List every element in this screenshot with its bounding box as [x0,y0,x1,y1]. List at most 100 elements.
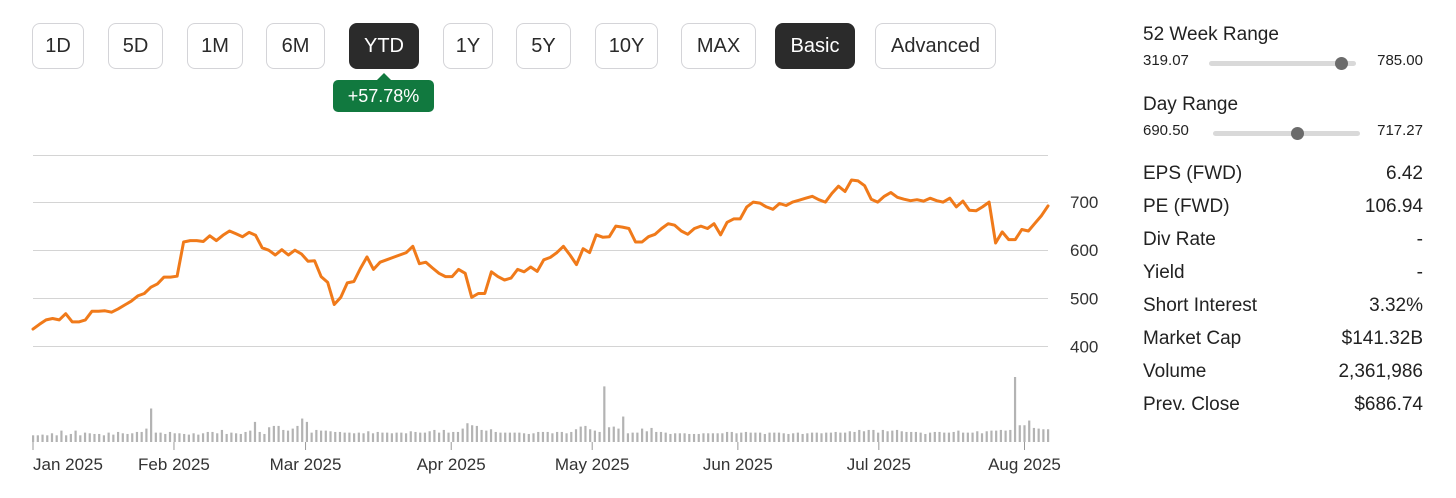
volume-bar [305,421,309,442]
volume-bar [159,432,162,442]
volume-bar [806,433,809,442]
volume-bar [220,429,224,442]
volume-bar [98,433,101,442]
volume-bar [102,435,106,442]
stat-label: Prev. Close [1143,393,1240,415]
volume-bar [140,431,143,442]
day-range-title: Day Range [1143,94,1239,115]
volume-bar [626,433,630,442]
volume-bar [277,425,280,442]
volume-bar [386,432,389,442]
volume-bar [381,432,384,442]
volume-bar [414,431,417,442]
range-button-6m[interactable]: 6M [266,23,325,69]
volume-bar [419,432,422,442]
view-advanced-button[interactable]: Advanced [875,23,996,69]
volume-bar [711,433,715,442]
stat-row-prev-close: Prev. Close $686.74 [1143,388,1423,421]
volume-bar [244,431,247,442]
volume-bar [319,430,323,442]
volume-bar [168,431,172,442]
volume-bar [895,429,899,442]
range-button-5d[interactable]: 5D [108,23,163,69]
volume-bar [1032,427,1036,442]
volume-bar [844,432,847,442]
volume-bar [249,430,252,442]
x-tick-label: May 2025 [555,455,630,474]
x-tick-label: Apr 2025 [417,455,486,474]
volume-bar [433,429,436,442]
volume-bar [1023,425,1026,442]
day-range: Day Range 690.50 717.27 [1143,94,1423,144]
volume-bar [754,432,757,442]
range-button-10y[interactable]: 10Y [595,23,658,69]
stat-label: Yield [1143,261,1185,283]
volume-bar [589,429,592,442]
range-button-max[interactable]: MAX [681,23,756,69]
volume-bar [272,425,275,442]
range-button-ytd[interactable]: YTD [349,23,419,69]
volume-bar [801,433,804,442]
volume-bar [126,433,129,442]
ytd-change-badge: +57.78% [333,73,434,112]
volume-bar [522,433,526,442]
volume-bar [683,433,686,442]
volume-bar [46,435,49,442]
volume-bar [263,433,266,442]
volume-bar [192,433,195,442]
volume-bar [291,428,294,442]
volume-bar [976,431,979,442]
x-tick-label: Mar 2025 [270,455,342,474]
volume-bar [513,432,516,442]
volume-bar [565,433,568,442]
volume-bar [928,432,932,442]
volume-bar [792,433,795,442]
stat-label: PE (FWD) [1143,195,1230,217]
volume-bar [216,433,219,442]
volume-bar [886,431,889,442]
volume-bar [93,433,96,442]
stat-value: - [1416,228,1423,250]
price-chart[interactable]: 400 500 600 700 Jan 2025 Feb 2025 Mar 2025 Apr… [0,140,1120,480]
stat-value: - [1416,261,1423,283]
volume-bar [985,431,988,442]
volume-bar [735,433,738,442]
stat-row-volume: Volume 2,361,986 [1143,355,1423,388]
y-tick-label: 400 [1070,337,1098,356]
view-basic-button[interactable]: Basic [775,23,855,69]
volume-bar [560,431,563,442]
volume-bar [206,431,209,442]
volume-bar [655,431,658,442]
range-button-5y[interactable]: 5Y [516,23,571,69]
volume-bar [310,432,313,442]
volume-bar [225,433,228,442]
volume-bar [154,432,157,442]
y-tick-label: 600 [1070,241,1098,260]
price-line [31,178,1050,331]
volume-bar [466,423,469,442]
volume-bar [707,433,710,442]
volume-bar [395,432,398,442]
stat-row-pe: PE (FWD) 106.94 [1143,190,1423,223]
volume-bar [74,430,77,442]
volume-bar [258,431,261,442]
volume-bar [669,433,672,442]
volume-bar [230,432,233,442]
volume-bar [329,431,332,442]
range-button-1m[interactable]: 1M [187,23,243,69]
stat-label: Volume [1143,360,1207,382]
y-tick-label: 700 [1070,193,1098,212]
volume-bar [603,386,606,442]
volume-bar [678,433,681,442]
volume-bar [480,429,483,442]
volume-bar [914,431,918,442]
range-button-1d[interactable]: 1D [32,23,84,69]
volume-bar [537,431,540,442]
stat-label: Short Interest [1143,294,1258,316]
volume-bar [438,432,441,442]
volume-bar [65,435,68,442]
stat-value: $686.74 [1354,393,1423,415]
day-low: 690.50 [1143,122,1189,139]
range-button-1y[interactable]: 1Y [443,23,493,69]
volume-bar [598,431,601,442]
